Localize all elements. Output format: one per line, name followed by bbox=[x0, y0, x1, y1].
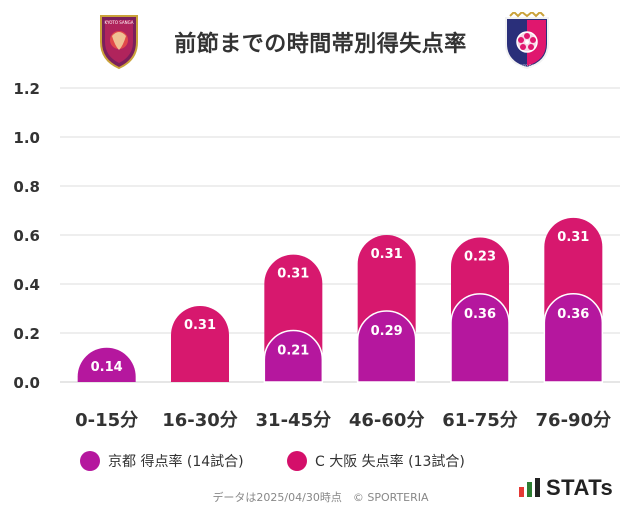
x-tick-label: 0-15分 bbox=[75, 410, 138, 431]
legend-item-osaka: C 大阪 失点率 (13試合) bbox=[287, 450, 465, 472]
data-label-kyoto: 0.29 bbox=[371, 324, 403, 339]
bar-kyoto bbox=[263, 329, 324, 383]
bar-osaka bbox=[171, 306, 229, 382]
cerezo-crest-text: CEREZO OSAKA bbox=[513, 64, 541, 68]
cerezo-osaka-crest-icon: CEREZO OSAKA bbox=[505, 12, 549, 70]
data-label-kyoto: 0.21 bbox=[277, 344, 309, 359]
y-tick-label: 0.8 bbox=[13, 178, 40, 196]
y-tick-label: 1.2 bbox=[13, 80, 40, 98]
data-label-kyoto: 0.36 bbox=[464, 307, 496, 322]
data-label-osaka: 0.31 bbox=[371, 247, 403, 262]
bar-kyoto bbox=[77, 347, 136, 382]
data-label-osaka: 0.31 bbox=[557, 230, 589, 245]
legend-label-kyoto: 京都 得点率 (14試合) bbox=[108, 454, 244, 470]
bar-kyoto bbox=[543, 293, 604, 383]
y-tick-label: 1.0 bbox=[13, 129, 40, 147]
y-tick-label: 0.6 bbox=[13, 227, 40, 245]
data-label-osaka: 0.31 bbox=[277, 267, 309, 282]
data-source-note: データは2025/04/30時点 © SPORTERIA bbox=[212, 491, 429, 504]
legend-item-kyoto: 京都 得点率 (14試合) bbox=[80, 450, 244, 472]
x-tick-label: 61-75分 bbox=[442, 410, 518, 431]
y-tick-label: 0.2 bbox=[13, 325, 40, 343]
x-tick-label: 31-45分 bbox=[256, 410, 332, 431]
data-label-kyoto: 0.14 bbox=[91, 360, 123, 375]
kyoto-crest-text: KYOTO SANGA bbox=[105, 20, 134, 25]
kyoto-sanga-crest-icon: KYOTO SANGA bbox=[100, 15, 138, 70]
legend-swatch-kyoto bbox=[80, 451, 100, 471]
y-tick-label: 0.0 bbox=[13, 374, 40, 392]
stats-logo: STATs bbox=[518, 475, 614, 500]
data-label-osaka: 0.23 bbox=[464, 249, 496, 264]
bar-kyoto bbox=[356, 310, 417, 383]
data-label-kyoto: 0.36 bbox=[557, 307, 589, 322]
stats-bars-icon bbox=[519, 478, 540, 497]
stats-brand-text: STATs bbox=[546, 475, 614, 500]
chart-title: 前節までの時間帯別得失点率 bbox=[174, 32, 467, 57]
data-label-osaka: 0.31 bbox=[184, 318, 216, 333]
legend-swatch-osaka bbox=[287, 451, 307, 471]
bar-kyoto bbox=[450, 293, 510, 383]
x-tick-label: 46-60分 bbox=[349, 410, 425, 431]
x-tick-label: 16-30分 bbox=[162, 410, 238, 431]
legend-label-osaka: C 大阪 失点率 (13試合) bbox=[315, 454, 465, 470]
x-tick-label: 76-90分 bbox=[536, 410, 612, 431]
y-tick-label: 0.4 bbox=[13, 276, 40, 294]
stacked-bar-chart: 0.0 0.2 0.4 0.6 0.8 1.0 1.2 0.14 0-15分 0.31 16-30分… bbox=[13, 80, 620, 431]
